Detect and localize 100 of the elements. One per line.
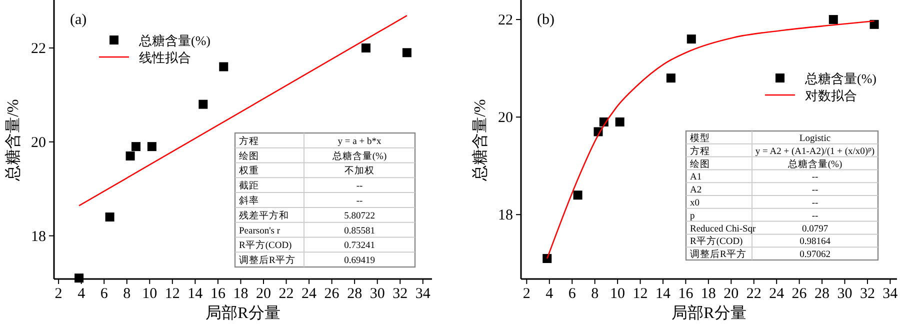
annotation: 0.98164 — [800, 237, 831, 248]
x-tick-label: 14 — [188, 286, 204, 302]
annotation: 0.85581 — [344, 226, 376, 236]
x-tick-label: 26 — [792, 286, 808, 302]
y-tick-label: 18 — [498, 208, 513, 224]
point — [147, 142, 156, 152]
annotation: 方程 — [239, 134, 259, 147]
annotation: y = A2 + (A1-A2)/(1 + (x/x0)$^{p}$) — [755, 145, 875, 157]
annotation: 截距 — [239, 180, 259, 192]
x-tick-label: 20 — [724, 286, 739, 302]
annotation: 总糖含量(%) — [331, 150, 387, 162]
legend-label: 总糖含量(%) — [804, 71, 876, 86]
y-tick-label: 20 — [498, 110, 513, 126]
annotation: -- — [812, 172, 818, 183]
legend-label: 对数拟合 — [805, 88, 857, 103]
x-tick-label: 34 — [415, 286, 431, 302]
y-tick-label: 22 — [498, 12, 513, 29]
x-tick-label: 18 — [700, 286, 716, 302]
annotation: A2 — [690, 186, 702, 196]
annotation: 调整后R平方 — [690, 248, 746, 260]
x-tick-label: 18 — [233, 286, 248, 302]
x-tick-label: 2 — [54, 286, 62, 302]
annotation: -- — [356, 182, 363, 192]
point — [219, 62, 228, 72]
annotation: (b) — [537, 12, 554, 28]
annotation: 总糖含量(%) — [786, 158, 842, 170]
annotation: 不加权 — [344, 164, 374, 177]
x-tick-label: 16 — [210, 286, 226, 302]
point — [828, 15, 838, 24]
annotation: 调整后R平方 — [239, 254, 296, 266]
annotation: R平方(COD) — [239, 239, 292, 252]
legend-label: 总糖含量(%) — [138, 33, 210, 48]
x-tick-label: 10 — [610, 286, 626, 302]
x-tick-label: 12 — [632, 286, 648, 302]
x-tick-label: 24 — [769, 286, 785, 302]
annotation: Pearson's r — [239, 226, 281, 236]
x-tick-label: 14 — [655, 286, 671, 302]
annotation: -- — [812, 186, 818, 196]
y-axis-title: 总糖含量/% — [4, 99, 22, 182]
point — [686, 34, 696, 44]
annotation: 权重 — [238, 164, 259, 177]
x-tick-label: 6 — [100, 286, 108, 302]
x-tick-label: 8 — [591, 286, 599, 302]
y-tick-label: 20 — [31, 134, 46, 151]
x-tick-label: 16 — [678, 286, 694, 302]
annotation: R平方(COD) — [690, 235, 743, 248]
x-tick-label: 26 — [324, 286, 340, 302]
annotation: -- — [812, 198, 818, 208]
annotation: Reduced Chi-Sqr — [690, 224, 757, 234]
annotation: 绘图 — [690, 158, 710, 170]
annotation: 0.69419 — [344, 256, 376, 266]
annotation: p — [690, 211, 695, 222]
annotation: 绘图 — [239, 150, 259, 162]
x-tick-label: 2 — [522, 286, 530, 302]
x-tick-label: 28 — [814, 286, 830, 302]
x-tick-label: 30 — [370, 286, 385, 302]
x-tick-label: 4 — [78, 286, 86, 302]
x-tick-label: 28 — [347, 286, 362, 302]
point — [198, 100, 208, 109]
point — [126, 151, 135, 160]
x-axis-title: 局部R分量 — [672, 304, 746, 322]
point — [870, 20, 879, 29]
annotation: (a) — [70, 12, 87, 28]
point — [615, 117, 624, 126]
x-tick-label: 34 — [882, 286, 898, 302]
point — [361, 43, 370, 52]
point — [131, 142, 140, 152]
x-tick-label: 20 — [256, 286, 271, 302]
y-tick-label: 18 — [31, 228, 46, 245]
x-tick-label: 8 — [123, 286, 131, 302]
x-tick-label: 4 — [546, 286, 554, 302]
annotation: A1 — [690, 172, 702, 183]
annotation: -- — [356, 196, 363, 206]
annotation: Logistic — [799, 134, 831, 144]
annotation: 0.0797 — [802, 224, 828, 234]
annotation: 5.80722 — [344, 211, 376, 222]
point — [74, 274, 84, 283]
x-tick-label: 32 — [860, 286, 875, 302]
point — [542, 254, 552, 264]
annotation: 方程 — [690, 144, 710, 157]
point — [666, 74, 676, 83]
x-tick-label: 12 — [164, 286, 180, 302]
x-tick-label: 30 — [837, 286, 852, 302]
annotation: 0.97062 — [800, 250, 831, 260]
legend-label: 线性拟合 — [139, 50, 191, 65]
annotation: x0 — [690, 198, 700, 208]
x-tick-label: 10 — [142, 286, 158, 302]
annotation: -- — [812, 211, 818, 222]
point — [105, 212, 114, 222]
annotation: 斜率 — [239, 194, 259, 206]
x-axis-title: 局部R分量 — [206, 304, 280, 322]
annotation: y = a + b*x — [338, 136, 382, 147]
x-tick-label: 32 — [392, 286, 408, 302]
annotation: 0.73241 — [344, 241, 376, 252]
x-tick-label: 22 — [746, 286, 762, 302]
point — [402, 48, 412, 58]
annotation: 残差平方和 — [239, 209, 289, 222]
y-tick-label: 22 — [31, 40, 46, 57]
annotation: 模型 — [690, 132, 710, 144]
y-axis-title: 总糖含量/% — [471, 99, 489, 182]
